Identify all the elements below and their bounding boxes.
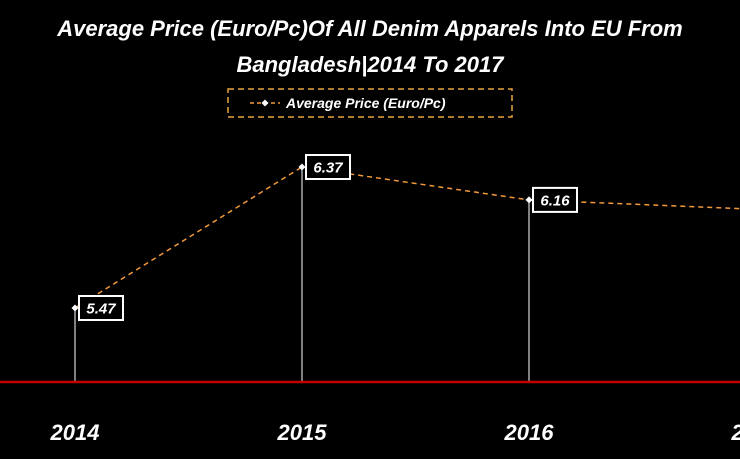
data-label-box <box>305 154 351 180</box>
data-label-box <box>532 186 578 213</box>
data-point-2016 <box>525 196 533 204</box>
legend-border <box>227 88 513 118</box>
data-label-text: 6.37 <box>313 160 343 177</box>
data-label-2016: 6.16 <box>532 186 578 213</box>
data-label-text: 5.47 <box>86 301 116 318</box>
drop-lines <box>74 167 530 382</box>
data-point-2015 <box>298 163 306 171</box>
legend-entry-label: Average Price (Euro/Pc) <box>285 95 446 111</box>
x-tick-label-2015: 2015 <box>277 420 328 445</box>
data-label-2015: 6.37 <box>305 154 351 180</box>
data-labels: 5.47 6.37 6.16 <box>78 154 578 321</box>
chart-title-line-2: Bangladesh|2014 To 2017 <box>236 52 505 77</box>
x-tick-label-2014: 2014 <box>50 420 100 445</box>
data-label-box <box>78 295 124 321</box>
x-tick-label-2016: 2016 <box>504 420 555 445</box>
data-label-2014: 5.47 <box>78 295 124 321</box>
series-line-average-price <box>74 166 740 309</box>
chart-title-line-1: Average Price (Euro/Pc)Of All Denim Appa… <box>56 16 683 41</box>
x-axis-tick-labels: 2014 2015 2016 2017 <box>50 420 740 445</box>
data-point-2014 <box>71 304 79 312</box>
series-markers <box>71 163 533 312</box>
data-label-text: 6.16 <box>540 192 570 209</box>
legend-marker-swatch <box>261 99 269 107</box>
legend: Average Price (Euro/Pc) <box>227 88 513 118</box>
x-tick-label-2017: 2017 <box>731 420 740 445</box>
